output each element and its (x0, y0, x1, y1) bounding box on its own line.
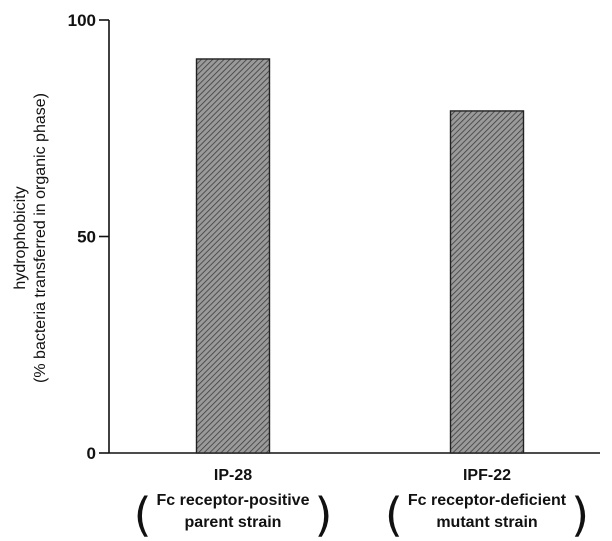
paren-left-ipf-22: ( (385, 488, 403, 541)
y-axis-label: hydrophobicity (% bacteria transferred i… (12, 93, 49, 383)
y-axis-label-line-1: hydrophobicity (12, 186, 29, 289)
y-tick-label-50: 50 (77, 228, 96, 247)
y-axis-label-line-2: (% bacteria transferred in organic phase… (32, 93, 49, 383)
y-ticks: 0 50 100 (68, 11, 109, 463)
y-tick-label-0: 0 (87, 444, 96, 463)
paren-right-ip-28: ) (314, 488, 332, 541)
category-label-ipf-22: IPF-22 (463, 467, 511, 484)
category-labels: IP-28 Fc receptor-positive parent strain ()… (134, 467, 590, 541)
category-subtitle-ip-28-line-1: Fc receptor-positive (157, 492, 310, 509)
category-label-ip-28: IP-28 (214, 467, 252, 484)
category-subtitle-ipf-22-line-1: Fc receptor-deficient (408, 492, 567, 509)
paren-left-ip-28: ( (134, 488, 152, 541)
bar-ipf-22 (449, 110, 525, 454)
paren-right-ipf-22: ) (571, 488, 589, 541)
bar-ip-28 (195, 58, 271, 454)
category-subtitle-ip-28-line-2: parent strain (185, 514, 282, 531)
category-subtitle-ipf-22-line-2: mutant strain (436, 514, 537, 531)
y-tick-label-100: 100 (68, 11, 96, 30)
bars (195, 58, 525, 454)
